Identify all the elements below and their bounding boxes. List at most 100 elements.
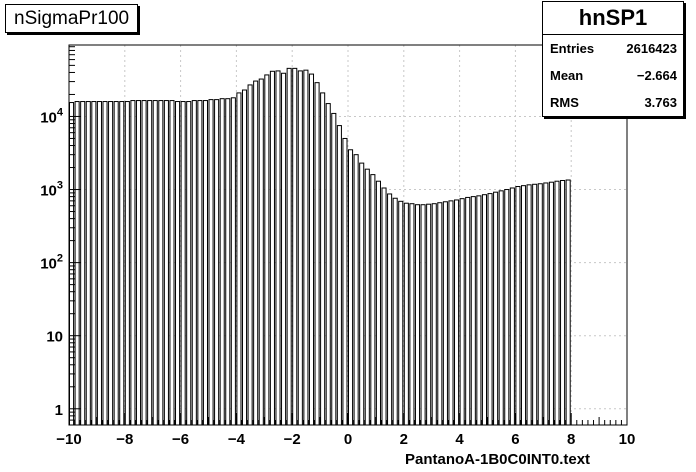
histogram-bar bbox=[286, 67, 292, 426]
histogram-bar bbox=[186, 101, 192, 426]
histogram-bar bbox=[102, 101, 108, 426]
stats-row-entries: Entries 2616423 bbox=[543, 35, 683, 62]
histogram-bar bbox=[158, 100, 164, 426]
histogram-bar bbox=[152, 100, 158, 426]
histogram-bar bbox=[493, 191, 499, 426]
histogram-bar bbox=[420, 204, 426, 426]
histogram-bar bbox=[169, 100, 175, 426]
histogram-bar bbox=[175, 101, 181, 426]
y-tick-label: 102 bbox=[40, 253, 63, 273]
stats-label: RMS bbox=[550, 95, 579, 110]
histogram-bar bbox=[487, 193, 493, 426]
x-tick-label: −2 bbox=[284, 431, 301, 448]
histogram-bar bbox=[269, 70, 275, 426]
histogram-bar bbox=[387, 193, 393, 426]
histogram-bar bbox=[336, 125, 342, 426]
histogram-bar bbox=[543, 182, 549, 426]
histogram-bar bbox=[80, 101, 86, 426]
histogram-bar bbox=[325, 103, 331, 426]
histogram-bar bbox=[359, 162, 365, 426]
histogram-bar bbox=[364, 168, 370, 426]
x-axis-title: PantanoA-1B0C0INT0.text bbox=[405, 451, 591, 468]
histogram-bar bbox=[85, 101, 91, 426]
histogram-bar bbox=[314, 82, 320, 426]
stats-label: Entries bbox=[550, 41, 595, 56]
histogram-bar bbox=[208, 99, 214, 426]
y-tick-label: 10 bbox=[46, 329, 63, 346]
y-tick-label: 103 bbox=[40, 180, 63, 200]
histogram-bar bbox=[303, 69, 309, 426]
histogram-bar bbox=[398, 200, 404, 426]
histogram-bar bbox=[481, 194, 488, 426]
y-tick-label: 104 bbox=[40, 106, 64, 126]
y-tick-label: 1 bbox=[55, 402, 63, 419]
histogram-bar bbox=[515, 186, 521, 426]
histogram-bar bbox=[74, 101, 80, 426]
histogram-bar bbox=[437, 202, 443, 426]
histogram-bar bbox=[113, 101, 119, 426]
histogram-bar bbox=[141, 100, 147, 426]
x-tick-label: 6 bbox=[511, 431, 519, 448]
histogram-bar bbox=[119, 101, 125, 426]
x-tick-label: −10 bbox=[56, 431, 81, 448]
histogram-bar bbox=[537, 183, 543, 426]
x-tick-label: −6 bbox=[172, 431, 189, 448]
stats-label: Mean bbox=[550, 68, 584, 83]
histogram-bar bbox=[454, 199, 460, 426]
histogram-bar bbox=[258, 78, 264, 426]
histogram-bar bbox=[565, 179, 571, 426]
histogram-bar bbox=[130, 100, 136, 426]
histogram-bar bbox=[448, 200, 454, 426]
histogram-bar bbox=[353, 154, 359, 426]
histogram-title: nSigmaPr100 bbox=[5, 4, 139, 33]
histogram-bar bbox=[476, 195, 482, 426]
histogram-bar bbox=[414, 204, 421, 426]
histogram-bar bbox=[91, 101, 97, 426]
histogram-bar bbox=[253, 80, 259, 426]
histogram-bar bbox=[308, 73, 315, 426]
stats-value: 2616423 bbox=[626, 41, 677, 56]
histogram-bar bbox=[498, 190, 504, 426]
histogram-bar bbox=[381, 187, 387, 426]
histogram-bar bbox=[297, 70, 303, 426]
histogram-bar bbox=[108, 101, 114, 426]
histogram-bar bbox=[526, 184, 532, 426]
histogram-bar bbox=[225, 98, 231, 426]
histogram-bar bbox=[459, 198, 465, 426]
stats-value: −2.664 bbox=[636, 68, 677, 83]
histogram-bar bbox=[264, 74, 270, 426]
y-axis-ticks: 1 10 102 103 104 bbox=[40, 46, 81, 426]
histogram-bar bbox=[548, 181, 554, 426]
histogram-bar bbox=[409, 203, 415, 426]
histogram-bar bbox=[202, 100, 208, 426]
stats-row-rms: RMS 3.763 bbox=[543, 89, 683, 116]
histogram-bar bbox=[348, 149, 354, 426]
histogram-bar bbox=[292, 67, 298, 426]
x-tick-label: 10 bbox=[619, 431, 636, 448]
histogram-bar bbox=[281, 72, 287, 426]
x-tick-label: 0 bbox=[344, 431, 352, 448]
histogram-bar bbox=[431, 203, 437, 426]
stats-histogram-name: hnSP1 bbox=[543, 2, 683, 35]
histogram-bar bbox=[509, 187, 515, 426]
x-axis-ticks: −10 −8 −6 −4 −2 0 2 4 6 8 10 bbox=[56, 413, 635, 448]
histogram-bar bbox=[180, 101, 186, 426]
histogram-bar bbox=[504, 189, 510, 426]
histogram-bar bbox=[320, 92, 326, 426]
histogram-bar bbox=[403, 202, 409, 426]
histogram-bar bbox=[236, 92, 242, 426]
histogram-bar bbox=[331, 112, 337, 426]
histogram-bar bbox=[191, 100, 197, 426]
histogram-bar bbox=[470, 196, 476, 426]
histogram-bar bbox=[392, 197, 398, 426]
x-tick-label: 4 bbox=[455, 431, 464, 448]
histogram-bar bbox=[370, 174, 376, 426]
stats-row-mean: Mean −2.664 bbox=[543, 62, 683, 89]
histogram-bar bbox=[135, 100, 142, 426]
x-tick-label: −8 bbox=[116, 431, 133, 448]
histogram-bar bbox=[219, 98, 225, 426]
histogram-bar bbox=[247, 84, 253, 426]
histogram-bar bbox=[197, 100, 203, 426]
histogram-bar bbox=[554, 180, 560, 426]
